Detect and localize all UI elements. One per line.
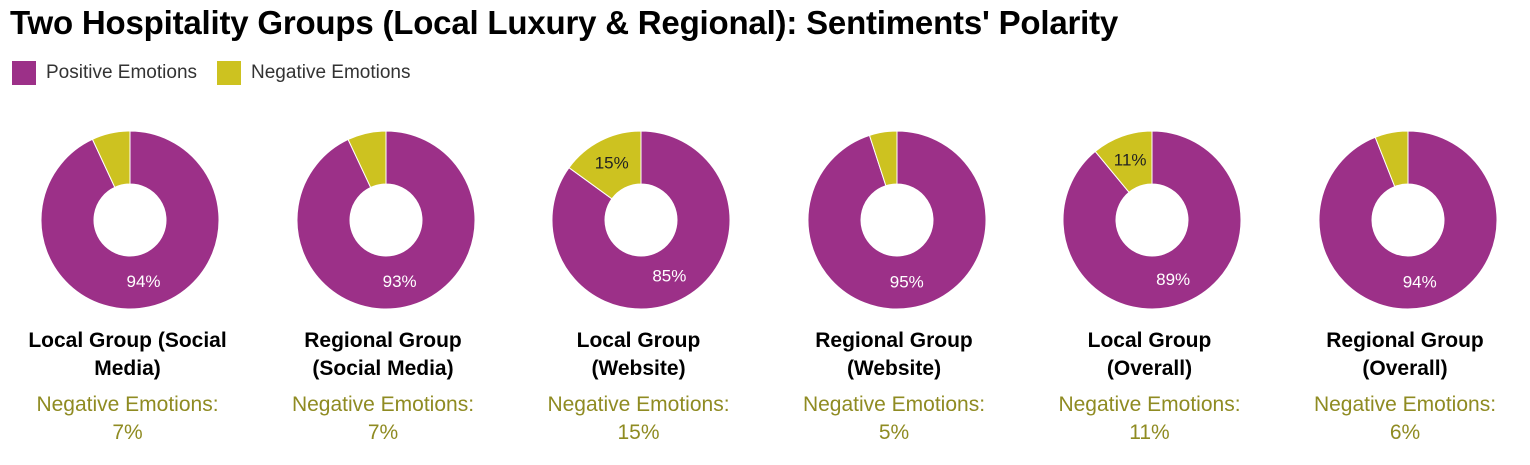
legend-swatch-positive — [12, 61, 36, 85]
negative-emotions-value: 7% — [367, 421, 399, 444]
slice-label-positive: 95% — [889, 273, 923, 292]
negative-emotions-label: Negative Emotions: — [1313, 393, 1497, 416]
donut-chart: 94% — [40, 130, 220, 310]
donut-chart: 89% 11% — [1062, 130, 1242, 310]
slice-negative[interactable] — [568, 130, 642, 200]
donut-chart: 94% — [1318, 130, 1497, 310]
legend-item-positive[interactable]: Positive Emotions — [12, 61, 197, 85]
slice-positive[interactable] — [551, 130, 731, 310]
slice-label-positive: 94% — [1402, 272, 1436, 291]
chart-caption: Local Group (Website) — [576, 329, 701, 380]
chart-caption: Regional Group (Website) — [815, 329, 973, 380]
slice-positive[interactable] — [1062, 130, 1242, 310]
donut-chart: 85% 15% — [551, 130, 731, 310]
slice-label-positive: 94% — [126, 272, 160, 291]
legend-label-positive: Positive Emotions — [46, 62, 198, 83]
donut-panel: 94% Regional Group (Overall) Negative Emoti… — [1278, 0, 1530, 465]
negative-emotions-label: Negative Emotions: — [802, 393, 986, 416]
slice-negative[interactable] — [1374, 130, 1408, 188]
negative-emotions-label: Negative Emotions: — [1058, 393, 1241, 416]
legend-item-negative[interactable]: Negative Emotions — [217, 61, 410, 85]
slice-positive[interactable] — [807, 130, 986, 310]
negative-emotions-label: Negative Emotions: — [547, 393, 730, 416]
legend: Positive Emotions Negative Emotions — [12, 61, 430, 85]
slice-negative[interactable] — [1094, 130, 1153, 193]
donut-panel: 94% Local Group (Social Media) Negative Emo… — [0, 0, 255, 465]
negative-emotions-value: 6% — [1389, 421, 1421, 444]
negative-emotions-value: 5% — [878, 421, 910, 444]
slice-negative[interactable] — [91, 130, 131, 189]
slice-label-negative: 11% — [1114, 150, 1147, 169]
negative-emotions-value: 15% — [617, 421, 660, 444]
donut-panel: 95% Regional Group (Website) Negative Emoti… — [767, 0, 1022, 465]
donut-chart: 93% — [296, 130, 475, 310]
slice-label-negative: 15% — [595, 154, 629, 173]
negative-emotions-value: 7% — [112, 421, 143, 444]
chart-caption: Regional Group (Overall) — [1326, 329, 1484, 380]
chart-caption: Local Group (Overall) — [1087, 329, 1212, 380]
donut-panel: 89% 11% Local Group (Overall) Negative Emoti… — [1022, 0, 1277, 465]
chart-caption: Regional Group (Social Media) — [304, 329, 462, 380]
donut-chart: 95% — [807, 130, 986, 310]
negative-emotions-label: Negative Emotions: — [291, 393, 475, 416]
donut-panel: 85% 15% Local Group (Website) Negative Emoti… — [511, 0, 766, 465]
negative-emotions-label: Negative Emotions: — [36, 393, 219, 416]
legend-swatch-negative — [217, 61, 242, 85]
slice-label-positive: 85% — [652, 267, 686, 286]
legend-label-negative: Negative Emotions — [251, 62, 411, 83]
slice-positive[interactable] — [296, 130, 475, 310]
chart-title: Two Hospitality Groups (Local Luxury & R… — [10, 4, 1119, 41]
slice-label-positive: 89% — [1156, 270, 1190, 289]
slice-positive[interactable] — [40, 130, 220, 310]
slice-positive[interactable] — [1318, 130, 1497, 310]
chart-caption: Local Group (Social Media) — [28, 329, 227, 380]
negative-emotions-value: 11% — [1129, 421, 1170, 444]
slice-negative[interactable] — [346, 130, 386, 189]
slice-label-positive: 93% — [382, 272, 416, 291]
donut-panel: 93% Regional Group (Social Media) Negative … — [256, 0, 511, 465]
slice-negative[interactable] — [868, 130, 897, 187]
